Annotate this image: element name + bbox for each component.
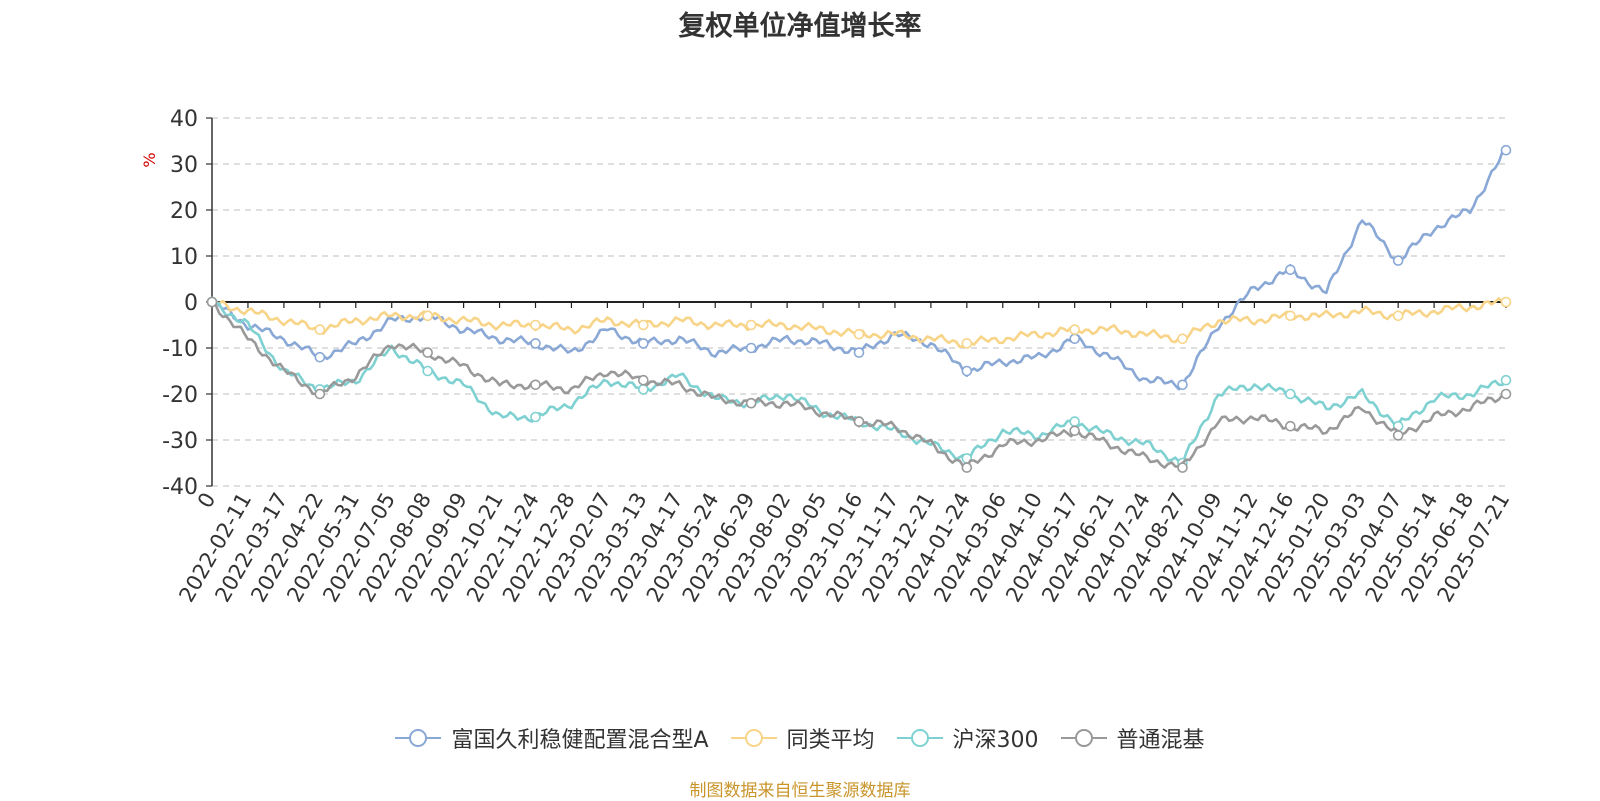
legend-label: 沪深300 <box>952 728 1039 753</box>
data-point <box>1392 430 1404 441</box>
y-tick-label: -40 <box>162 475 198 500</box>
legend-label: 同类平均 <box>786 728 875 753</box>
data-point <box>1177 379 1188 391</box>
data-point <box>1177 333 1188 345</box>
data-point <box>422 310 433 322</box>
legend-label: 普通混基 <box>1116 728 1205 753</box>
legend-marker-icon <box>395 729 442 747</box>
data-point <box>314 351 326 363</box>
data-point <box>961 365 973 377</box>
data-point <box>1069 416 1080 427</box>
data-point <box>745 319 757 331</box>
chart-title: 复权单位净值增长率 <box>678 11 922 42</box>
source-note: 制图数据来自恒生聚源数据库 <box>689 781 911 801</box>
data-point <box>530 338 541 349</box>
y-axis-unit: % <box>140 152 159 167</box>
data-point <box>1069 324 1080 335</box>
y-tick-labels: 40 30 20 10 0 -10 -20 -30 -40 <box>162 107 198 500</box>
y-tick-label: 0 <box>184 291 198 316</box>
legend-item-2[interactable]: 沪深300 <box>896 722 1039 754</box>
data-point <box>1500 388 1512 400</box>
series-line-3 <box>211 300 1507 469</box>
x-tick-label: 0 <box>193 489 220 513</box>
legend-item-0[interactable]: 富国久利稳健配置混合型A <box>395 722 709 754</box>
y-tick-label: 10 <box>170 245 198 270</box>
data-point <box>530 411 541 423</box>
data-point <box>853 347 865 358</box>
data-point <box>1392 255 1404 266</box>
data-point <box>314 324 326 335</box>
data-point <box>1285 310 1296 322</box>
y-tick-label: -10 <box>162 337 198 362</box>
legend-marker-icon <box>896 729 943 747</box>
data-point <box>1069 425 1080 437</box>
data-point <box>1500 374 1512 386</box>
y-tick-label: 30 <box>170 153 198 178</box>
y-tick-label: 20 <box>170 199 198 224</box>
data-point <box>745 342 757 354</box>
data-point <box>1069 333 1080 345</box>
y-tick-label: 40 <box>170 107 198 132</box>
data-point <box>422 347 433 358</box>
data-point <box>206 296 218 308</box>
data-point <box>1500 144 1512 156</box>
y-tick-label: -20 <box>162 383 198 408</box>
data-point <box>1285 264 1296 276</box>
data-point <box>745 397 757 409</box>
data-point <box>314 388 326 400</box>
series-lines <box>206 144 1512 473</box>
legend-label: 富国久利稳健配置混合型A <box>451 728 709 753</box>
data-point <box>638 319 649 331</box>
data-point <box>961 462 973 473</box>
data-point <box>638 338 649 349</box>
legend-marker-icon <box>730 729 777 747</box>
data-point <box>1500 296 1512 308</box>
data-point <box>638 374 649 386</box>
data-point <box>1392 310 1404 322</box>
data-point <box>961 338 973 349</box>
y-tick-label: -30 <box>162 429 198 454</box>
data-point <box>1177 462 1188 473</box>
legend-item-1[interactable]: 同类平均 <box>730 722 875 754</box>
data-point <box>530 379 541 391</box>
data-point <box>1285 420 1296 432</box>
legend: 富国久利稳健配置混合型A 同类平均 沪深300 普通混基 <box>0 720 1600 756</box>
legend-marker-icon <box>1060 729 1107 747</box>
series-line-2 <box>211 300 1508 466</box>
data-point <box>422 365 433 377</box>
data-point <box>853 416 865 427</box>
legend-item-3[interactable]: 普通混基 <box>1060 722 1205 754</box>
data-point <box>1285 388 1296 400</box>
data-point <box>530 319 541 331</box>
data-point <box>853 328 865 340</box>
